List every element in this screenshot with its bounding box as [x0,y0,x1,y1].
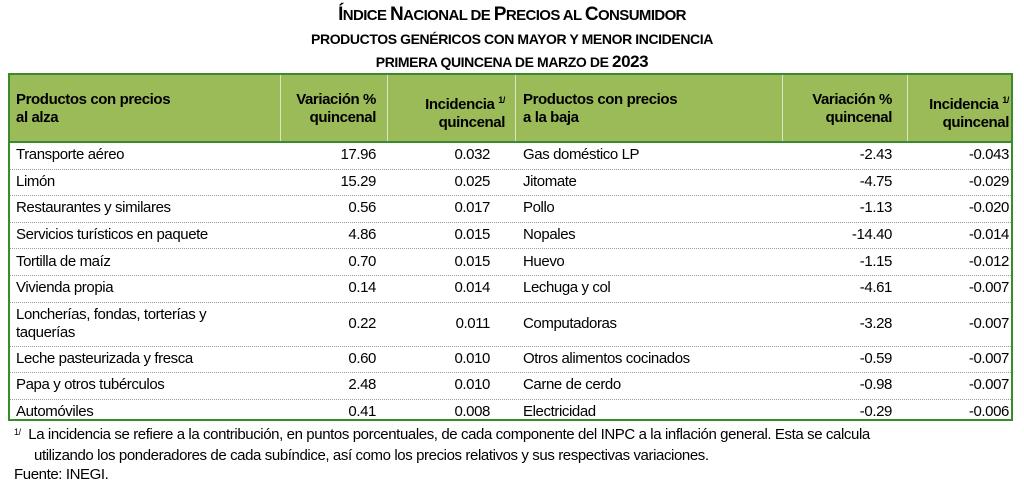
cell-product-up: Leche pasteurizada y fresca [16,349,193,367]
cell-product-down: Otros alimentos cocinados [523,349,690,367]
table-row: Limón 15.29 0.025 Jitomate -4.75 -0.029 [10,169,1011,197]
cell-variation-down: -0.29 [859,403,893,421]
table-row: Restaurantes y similares 0.56 0.017 Pollo -1… [10,195,1011,223]
incidence-table: Productos con precios al alza Variación %… [8,73,1013,421]
source-note: Fuente: INEGI. [14,466,109,483]
cell-product-up: Limón [16,172,55,190]
cell-incidence-up: 0.017 [454,199,490,217]
cell-product-up: Servicios turísticos en paquete [16,226,208,244]
cell-incidence-down: -0.029 [968,172,1010,190]
cell-variation-up: 15.29 [340,172,376,190]
cell-variation-down: -0.98 [859,376,893,394]
cell-incidence-up: 0.011 [455,314,491,332]
header-down-variation: Variación % quincenal [812,91,892,126]
cell-variation-up: 4.86 [348,226,376,244]
cell-variation-up: 2.48 [348,376,376,394]
cell-product-up: Restaurantes y similares [16,199,171,217]
cell-incidence-down: -0.043 [968,146,1010,164]
cell-product-down: Nopales [523,226,576,244]
cell-variation-up: 17.96 [340,146,376,164]
cell-product-down: Carne de cerdo [523,376,621,394]
cell-product-down: Gas doméstico LP [523,146,640,164]
cell-product-down: Huevo [523,252,565,270]
cell-product-up: Automóviles [16,403,94,421]
cell-incidence-up: 0.025 [454,172,490,190]
footnote: 1/ La incidencia se refiere a la contrib… [14,426,870,464]
cell-variation-up: 0.70 [348,252,376,270]
cell-incidence-down: -0.006 [968,403,1010,421]
table-row: Transporte aéreo 17.96 0.032 Gas doméstico … [10,142,1011,170]
cell-product-up: Transporte aéreo [16,146,125,164]
cell-variation-down: -3.28 [859,314,893,332]
table-row: Tortilla de maíz 0.70 0.015 Huevo -1.15 -0.01… [10,248,1011,276]
cell-incidence-up: 0.015 [454,252,490,270]
header-down-products: Productos con precios a la baja [523,91,678,126]
cell-variation-down: -4.61 [859,279,893,297]
table-header: Productos con precios al alza Variación %… [10,75,1011,143]
cell-incidence-down: -0.007 [968,314,1010,332]
cell-product-up: Papa y otros tubérculos [16,376,165,394]
cell-incidence-up: 0.014 [454,279,490,297]
cell-variation-down: -1.15 [859,252,893,270]
table-row: Loncherías, fondas, torterías y taquería… [10,302,1011,347]
cell-incidence-down: -0.020 [968,199,1010,217]
header-up-products: Productos con precios al alza [16,91,171,126]
cell-incidence-up: 0.008 [454,403,490,421]
page-title: ÍNDICE NACIONAL DE PRECIOS AL CONSUMIDOR [338,4,686,25]
cell-product-down: Jitomate [523,172,577,190]
cell-incidence-up: 0.010 [454,349,490,367]
cell-variation-down: -0.59 [859,349,893,367]
subtitle: PRODUCTOS GENÉRICOS CON MAYOR Y MENOR IN… [311,31,713,47]
cell-incidence-up: 0.015 [454,226,490,244]
cell-variation-up: 0.41 [348,403,376,421]
cell-variation-down: -14.40 [851,226,893,244]
cell-product-down: Electricidad [523,403,596,421]
cell-product-up: Tortilla de maíz [16,252,111,270]
table-row: Vivienda propia 0.14 0.014 Lechuga y col -4.… [10,275,1011,303]
period-title: PRIMERA QUINCENA DE MARZO DE 2023 [375,52,649,71]
cell-incidence-up: 0.010 [454,376,490,394]
cell-incidence-down: -0.007 [968,349,1010,367]
cell-variation-down: -1.13 [859,199,893,217]
header-up-variation: Variación % quincenal [296,91,376,126]
table-row: Papa y otros tubérculos 2.48 0.010 Carne de… [10,372,1011,400]
cell-incidence-up: 0.032 [454,146,490,164]
table-row: Automóviles 0.41 0.008 Electricidad -0.29 -0.… [10,399,1011,426]
cell-variation-up: 0.60 [348,349,376,367]
cell-incidence-down: -0.007 [968,376,1010,394]
header-up-incidence: Incidencia 1/quincenal [425,95,505,131]
cell-variation-up: 0.22 [348,314,376,332]
cell-product-down: Lechuga y col [523,279,611,297]
table-row: Leche pasteurizada y fresca 0.60 0.010 Otro… [10,346,1011,374]
cell-variation-down: -4.75 [859,172,893,190]
cell-variation-down: -2.43 [859,146,893,164]
cell-variation-up: 0.14 [348,279,376,297]
header-down-incidence: Incidencia 1/quincenal [929,95,1009,131]
cell-incidence-down: -0.007 [968,279,1010,297]
cell-incidence-down: -0.014 [968,226,1010,244]
cell-variation-up: 0.56 [348,199,376,217]
cell-product-down: Pollo [523,199,555,217]
cell-product-up: Vivienda propia [16,279,114,297]
cell-product-up: Loncherías, fondas, torterías y taquería… [16,305,207,341]
table-row: Servicios turísticos en paquete 4.86 0.015… [10,222,1011,250]
cell-incidence-down: -0.012 [968,252,1010,270]
cell-product-down: Computadoras [523,314,617,332]
